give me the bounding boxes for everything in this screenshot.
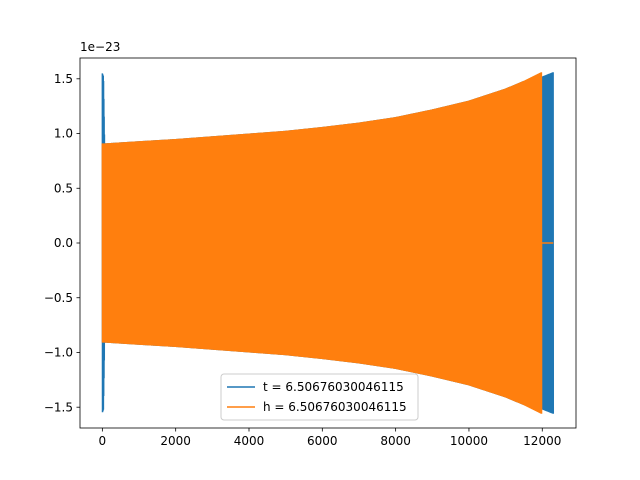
x-tick-label: 6000 (307, 434, 338, 448)
y-tick-label: 0.0 (54, 236, 73, 250)
x-tick-label: 12000 (523, 434, 561, 448)
y-offset-text: 1e−23 (80, 40, 120, 54)
y-tick-label: −0.5 (44, 291, 73, 305)
y-tick-label: 1.5 (54, 72, 73, 86)
legend-label: h = 6.50676030046115 (263, 400, 407, 414)
y-axis: −1.5 −1.0 −0.5 0.0 0.5 1.0 1.5 (44, 72, 80, 414)
x-tick-label: 10000 (450, 434, 488, 448)
series-line-1 (101, 72, 554, 414)
y-tick-label: 0.5 (54, 181, 73, 195)
x-tick-label: 2000 (160, 434, 191, 448)
legend-label: t = 6.50676030046115 (263, 380, 404, 394)
legend: t = 6.50676030046115 h = 6.50676030046115 (220, 373, 419, 421)
legend-box (220, 373, 419, 421)
x-tick-label: 0 (99, 434, 107, 448)
x-tick-label: 8000 (380, 434, 411, 448)
y-tick-label: 1.0 (54, 127, 73, 141)
x-axis: 0 2000 4000 6000 8000 10000 12000 (99, 428, 561, 448)
y-tick-label: −1.5 (44, 400, 73, 414)
series-layer (101, 72, 555, 414)
y-tick-label: −1.0 (44, 346, 73, 360)
x-tick-label: 4000 (234, 434, 265, 448)
plot-area (101, 72, 555, 414)
